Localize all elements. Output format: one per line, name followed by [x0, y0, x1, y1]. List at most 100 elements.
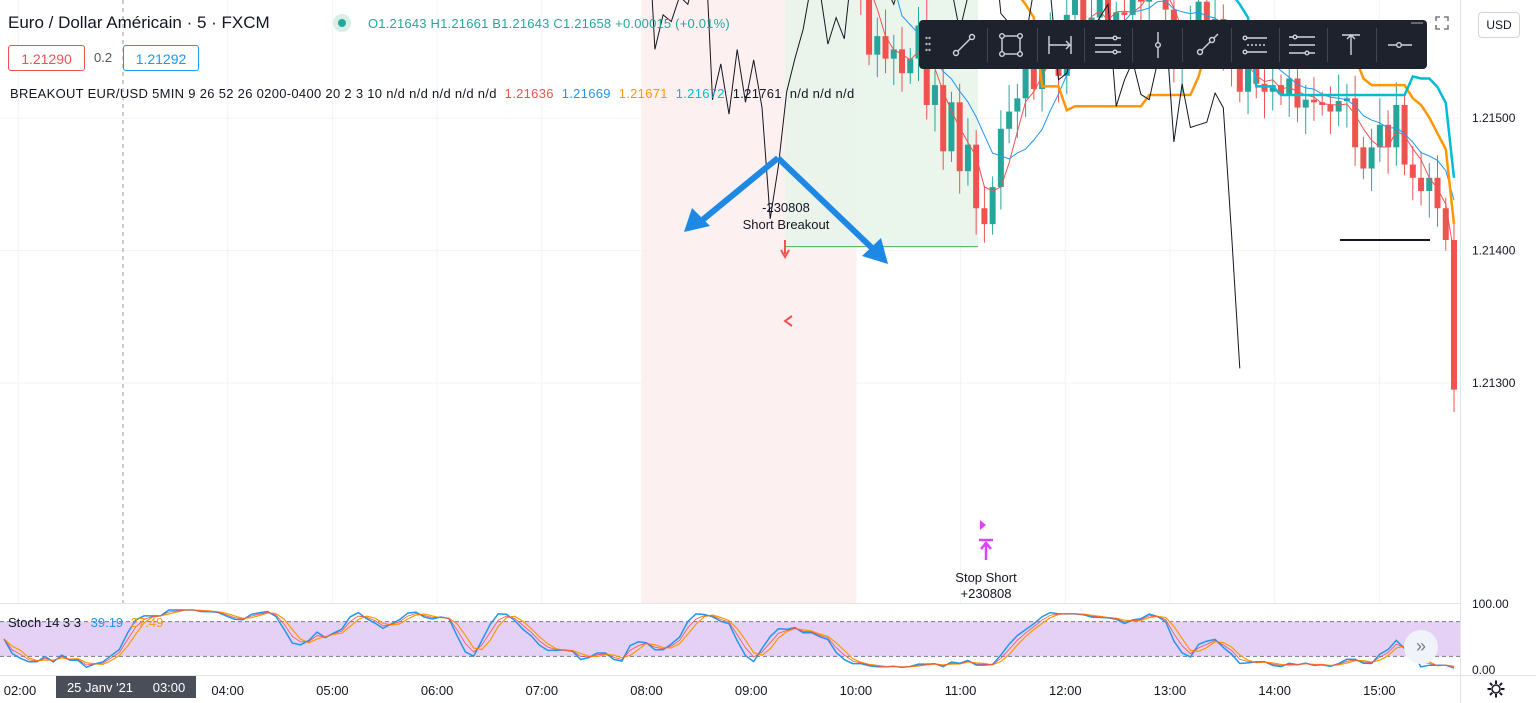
candle-body — [1286, 78, 1293, 95]
candle-body — [1121, 12, 1128, 15]
time-tick-label: 11:00 — [945, 683, 977, 698]
candle-body — [1104, 0, 1111, 26]
candle-body — [1277, 85, 1284, 95]
candle-body — [1434, 177, 1441, 209]
candle-body — [1409, 164, 1416, 178]
candle-body — [1442, 208, 1449, 241]
indicator-legend-text: BREAKOUT EUR/USD 5MIN 9 26 52 26 0200-04… — [10, 86, 497, 101]
candle-body — [1385, 124, 1392, 148]
annotation-arrow-left — [698, 155, 780, 225]
price-tick-label: 1.21300 — [1472, 376, 1516, 390]
minimize-icon[interactable] — [1408, 14, 1426, 32]
candle-body — [1269, 85, 1276, 92]
currency-button[interactable]: USD — [1478, 12, 1520, 38]
time-tick-label: 15:00 — [1363, 683, 1396, 698]
indicator-value-3: 1.21671 — [618, 86, 668, 101]
candle-body — [1418, 177, 1425, 192]
annotation-arrowhead-right — [862, 238, 888, 264]
time-tick-label: 09:00 — [735, 683, 768, 698]
candle-body — [1203, 1, 1210, 33]
horizontal-ray-icon[interactable] — [1382, 28, 1416, 62]
price-tick-label: 1.21500 — [1472, 111, 1516, 125]
candle-body — [1245, 58, 1252, 92]
time-tick-label: 13:00 — [1154, 683, 1187, 698]
candle-body — [989, 187, 996, 225]
maximize-icon[interactable] — [1433, 14, 1451, 32]
time-tick-label: 12:00 — [1049, 683, 1082, 698]
pitchfork-icon[interactable] — [1237, 28, 1271, 62]
candle-body — [1368, 147, 1375, 169]
candle-body — [882, 36, 889, 59]
candle-body — [1253, 58, 1260, 84]
indicator-value-5: 1.21761 — [732, 86, 782, 101]
fib-retracement-icon[interactable] — [1285, 28, 1319, 62]
sell-price-button[interactable]: 1.21290 — [8, 45, 85, 71]
candle-body — [1014, 98, 1021, 112]
time-tick-label: 10:00 — [840, 683, 873, 698]
price-range-icon[interactable] — [1334, 28, 1368, 62]
indicator-legend-tail: n/d n/d n/d — [789, 86, 855, 101]
trade-markers: -230808 Short Breakout Stop Short+230808 — [684, 155, 1017, 601]
spread-value: 0.2 — [94, 50, 113, 65]
exit-trade-value: +230808 — [961, 586, 1012, 601]
entry-trade-value: -230808 — [762, 200, 810, 215]
indicator-value-1: 1.21636 — [504, 86, 554, 101]
time-tick-label: 07:00 — [526, 683, 559, 698]
gear-icon[interactable] — [1486, 679, 1506, 699]
rectangle-icon[interactable] — [994, 28, 1028, 62]
candle-body — [1401, 104, 1408, 165]
stochastic-pane — [0, 603, 1536, 675]
candle-body — [997, 128, 1004, 188]
stoch-mid-line — [3, 609, 1455, 668]
stoch-tick-label: 0.00 — [1472, 663, 1496, 677]
candle-body — [866, 0, 873, 55]
candle-body — [1039, 49, 1046, 90]
candle-body — [1195, 1, 1202, 29]
scroll-to-realtime-button[interactable]: » — [1404, 630, 1438, 664]
trade-zones — [641, 0, 978, 603]
candle-body — [1072, 0, 1079, 15]
candle-body — [1162, 0, 1169, 10]
candle-body — [1451, 240, 1457, 390]
indicator-legend[interactable]: BREAKOUT EUR/USD 5MIN 9 26 52 26 0200-04… — [10, 86, 859, 101]
time-axis-bg — [0, 675, 1460, 703]
stoch-tick-label: 100.00 — [1472, 597, 1509, 611]
price-tick-label: 1.21400 — [1472, 244, 1516, 258]
buy-price-button[interactable]: 1.21292 — [123, 45, 199, 71]
drawing-toolbar — [919, 20, 1427, 69]
short-entry-arrow — [780, 240, 790, 260]
candle-body — [1302, 99, 1309, 108]
candle-body — [1137, 0, 1144, 2]
candle-body — [1360, 147, 1367, 169]
stoch-k-value: 39.19 — [90, 615, 124, 630]
vertical-line-icon[interactable] — [1141, 28, 1175, 62]
trend-line-icon[interactable] — [947, 28, 981, 62]
symbol-title[interactable]: Euro / Dollar Américain · 5 · FXCM — [8, 13, 270, 32]
ray-icon[interactable] — [1190, 28, 1224, 62]
candle-body — [1022, 67, 1029, 99]
candle-body — [1294, 78, 1301, 108]
stoch-legend[interactable]: Stoch 14 3 3 39.19 27.49 — [8, 615, 163, 630]
candle-body — [1261, 83, 1268, 92]
candle-body — [956, 102, 963, 172]
candle-body — [1327, 104, 1334, 112]
stop-short-arrow — [979, 538, 993, 560]
entry-pointer — [783, 315, 793, 327]
candle-body — [948, 102, 955, 152]
candle-body — [1426, 177, 1433, 192]
kijun-line — [897, 0, 1455, 201]
candle-body — [973, 144, 980, 209]
stoch-d-value: 27.49 — [130, 615, 164, 630]
candle-body — [907, 58, 914, 74]
candle-body — [1376, 124, 1383, 148]
date-range-icon[interactable] — [1043, 28, 1077, 62]
candle-body — [964, 144, 971, 172]
drag-grip-icon[interactable] — [925, 35, 931, 53]
horizontal-lines-icon[interactable] — [1091, 28, 1125, 62]
ohlc-values: O1.21643 H1.21661 B1.21643 C1.21658 +0.0… — [368, 16, 730, 31]
annotation-arrowhead-left — [684, 208, 710, 232]
time-tick-label: 05:00 — [316, 683, 349, 698]
candle-body — [1335, 100, 1342, 112]
